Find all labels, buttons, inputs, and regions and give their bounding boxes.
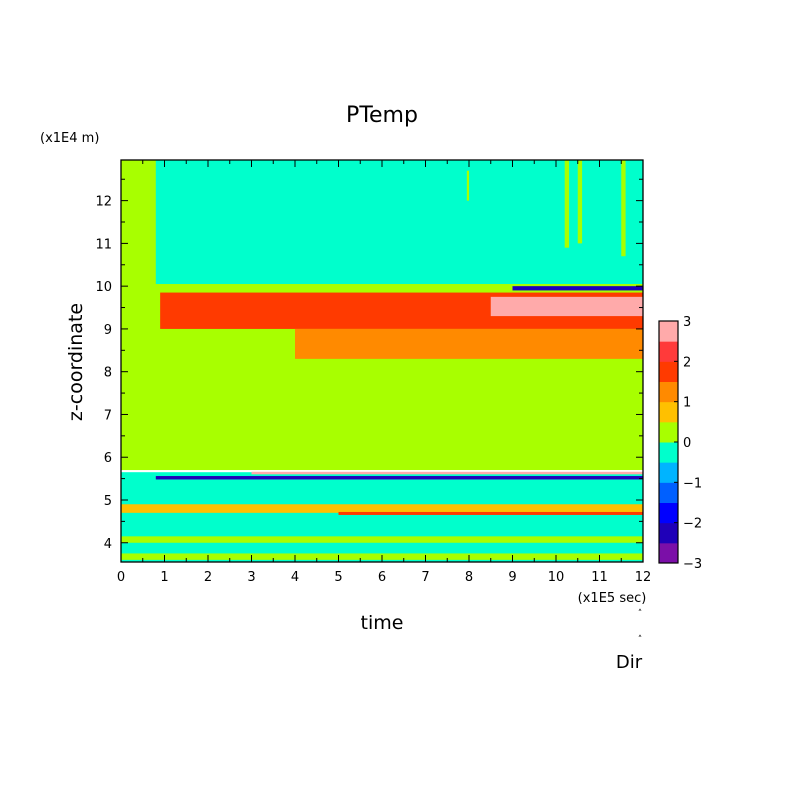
x-tick-label: 2 [204, 570, 212, 585]
field-region [338, 511, 643, 515]
y-axis: 4 5 6 7 8 9 10 11 12 [95, 178, 643, 552]
x-tick-label: 9 [508, 570, 516, 585]
field-region [621, 160, 626, 257]
colorbar-swatch [659, 482, 678, 503]
field-region [295, 328, 643, 359]
footer-marks: ˄ ˄ [638, 609, 643, 645]
colorbar-tick-label: −1 [683, 476, 702, 491]
field-region [121, 504, 643, 513]
x-tick-label: 11 [591, 570, 608, 585]
field-region [121, 536, 643, 543]
x-tick-label: 4 [291, 570, 299, 585]
x-tick-label: 12 [635, 570, 652, 585]
field-region [155, 160, 643, 285]
colorbar-swatch [659, 442, 678, 463]
y-tick-label: 9 [104, 323, 112, 338]
colorbar-tick-label: 0 [683, 436, 691, 451]
y-tick-label: 10 [95, 280, 112, 295]
y-unit-label: (x1E4 m) [40, 131, 99, 146]
colorbar-swatch [659, 421, 678, 443]
colorbar-swatch [659, 321, 678, 342]
field-region [121, 472, 643, 562]
x-tick-label: 5 [334, 570, 342, 585]
colorbar-swatch [659, 401, 678, 423]
footer-mark-dot: ˄ [638, 609, 643, 619]
y-tick-label: 12 [95, 195, 112, 210]
chart-title: PTemp [346, 103, 418, 128]
footer-mark-dot: ˄ [638, 635, 643, 645]
colorbar-swatch [659, 341, 678, 362]
x-tick-label: 3 [247, 570, 255, 585]
field-region [577, 160, 583, 244]
colorbar-swatch [659, 542, 678, 564]
x-tick-label: 6 [378, 570, 386, 585]
field-region [251, 471, 643, 475]
colorbar-swatch [659, 381, 678, 403]
x-tick-label: 7 [421, 570, 429, 585]
x-tick-label: 10 [548, 570, 565, 585]
field-region [564, 160, 570, 248]
y-tick-label: 7 [104, 408, 112, 423]
colorbar-tick-label: −3 [683, 557, 702, 572]
x-axis-label: time [361, 612, 404, 634]
y-tick-label: 4 [104, 537, 112, 552]
field-region [155, 476, 643, 480]
colorbar-tick-label: 2 [683, 355, 691, 370]
colorbar-tick-label: −2 [683, 517, 702, 532]
y-tick-label: 11 [95, 237, 112, 252]
y-tick-label: 5 [104, 494, 112, 509]
footer-label: Dir [616, 652, 643, 673]
colorbar: −3 −2 −1 0 1 2 3 [658, 315, 702, 572]
y-tick-label: 8 [104, 366, 112, 381]
y-tick-label: 6 [104, 451, 112, 466]
field-region [466, 170, 469, 201]
x-unit-label: (x1E5 sec) [578, 591, 647, 606]
field-region [121, 160, 154, 248]
colorbar-swatch [659, 502, 678, 524]
field-region [490, 296, 643, 317]
colorbar-tick-label: 1 [683, 396, 691, 411]
y-axis-label: z-coordinate [65, 303, 87, 421]
field-region [512, 286, 643, 291]
colorbar-tick-label: 3 [683, 315, 691, 330]
x-axis: 0 1 2 3 4 5 6 7 8 9 10 11 12 [117, 160, 651, 585]
colorbar-swatch [659, 462, 678, 483]
colorbar-swatch [659, 522, 678, 544]
x-tick-label: 0 [117, 570, 125, 585]
colorbar-swatch [659, 361, 678, 382]
x-tick-label: 1 [160, 570, 168, 585]
plot-field [121, 160, 643, 562]
x-tick-label: 8 [465, 570, 473, 585]
